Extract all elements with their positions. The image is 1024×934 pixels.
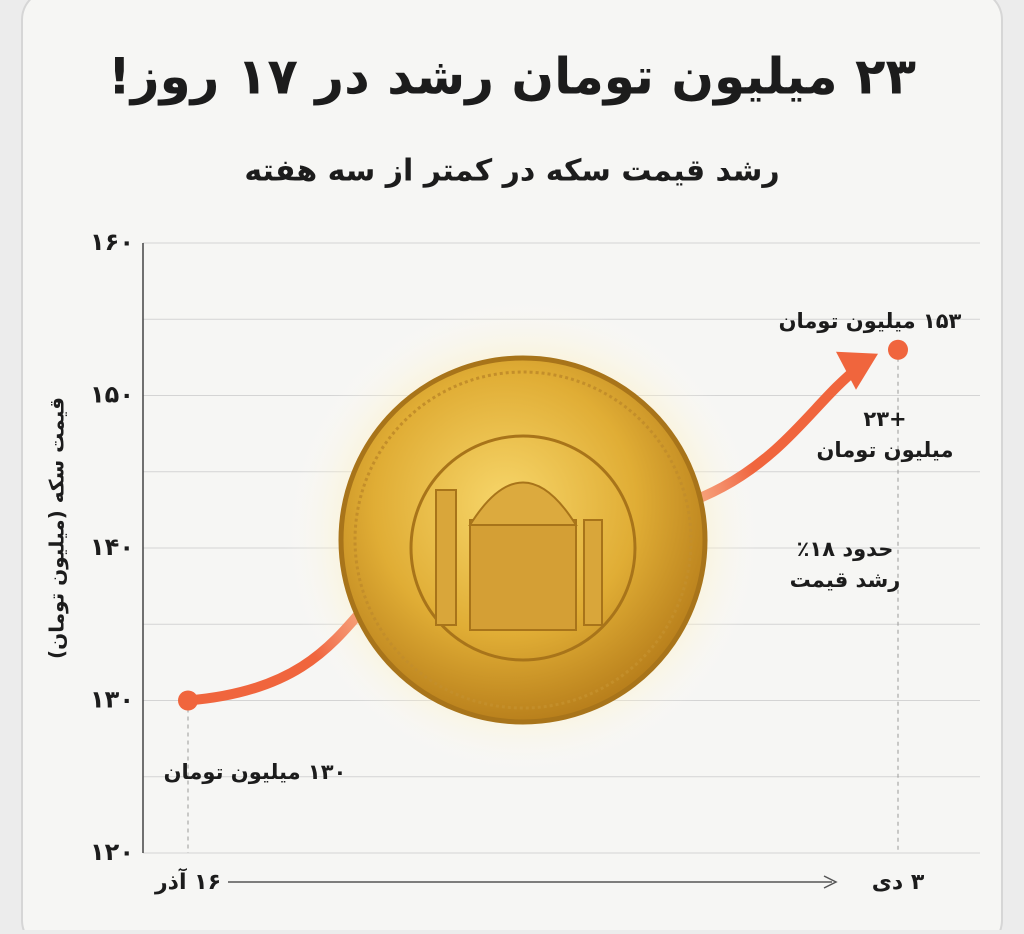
value-label: ۱۵۳ میلیون تومان <box>779 309 962 333</box>
y-tick-label: ۱۴۰ <box>90 533 134 561</box>
point <box>888 339 908 360</box>
subtitle: رشد قیمت سکه در کمتر از سه هفته <box>244 154 779 189</box>
value-label: ۱۳۰ میلیون تومان <box>164 760 347 784</box>
y-tick-label: ۱۵۰ <box>90 381 134 409</box>
y-tick-label: ۱۶۰ <box>90 228 134 256</box>
x-axis-arrow <box>823 875 838 889</box>
x-tick-label: ۱۶ آذر <box>154 867 221 895</box>
annotation: +۲۳ <box>863 407 906 431</box>
y-tick-label: ۱۳۰ <box>90 686 134 714</box>
y-axis-label: قیمت سکه (میلیون تومان) <box>45 397 69 659</box>
title: ۲۳ میلیون تومان رشد در ۱۷ روز! <box>108 48 916 107</box>
coin <box>283 296 763 776</box>
annotation: حدود ۱۸٪ <box>797 537 894 561</box>
x-tick-label: ۳ دی <box>872 870 925 895</box>
annotation: رشد قیمت <box>790 568 901 592</box>
y-tick-label: ۱۲۰ <box>90 838 134 866</box>
point <box>178 690 198 711</box>
arrow-head <box>836 351 878 390</box>
annotation: میلیون تومان <box>817 438 954 462</box>
